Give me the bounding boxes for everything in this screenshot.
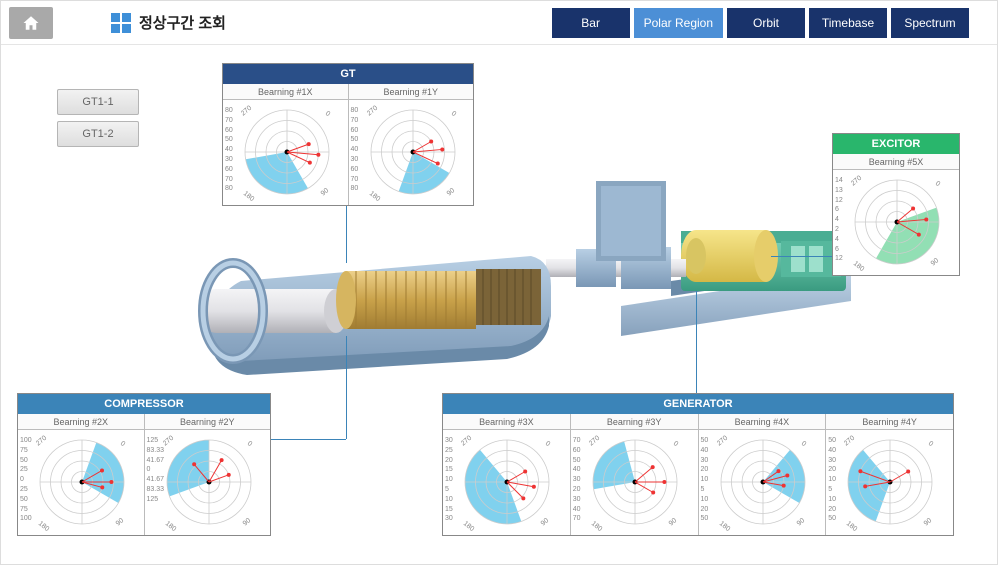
svg-text:270: 270 [461, 435, 473, 448]
svg-text:270: 270 [36, 435, 48, 448]
page-title: 정상구간 조회 [139, 12, 226, 33]
svg-text:90: 90 [320, 187, 331, 197]
panel-body: Bearning #2X 1007550250255075100 270 0 9… [18, 414, 270, 535]
panel-title: EXCITOR [833, 134, 959, 154]
svg-text:180: 180 [589, 520, 603, 532]
polar-chart-cell: Bearning #4X 50403020105102050 270 0 90 … [698, 414, 826, 535]
polar-chart-cell: Bearning #5X 1413126424612 270 0 90 180 [833, 154, 959, 275]
tabbar: Bar Polar Region Orbit Timebase Spectrum [552, 8, 969, 38]
polar-chart: 1007550250255075100 270 0 90 180 [18, 430, 144, 535]
svg-text:0: 0 [544, 440, 552, 448]
chart-label: Bearning #2X [18, 414, 144, 430]
svg-text:90: 90 [668, 517, 679, 527]
polar-chart: 807060504030607080 270 0 90 180 [223, 100, 348, 205]
polar-chart-cell: Bearning #3Y 706050403020304070 270 0 90… [570, 414, 698, 535]
svg-text:180: 180 [462, 520, 476, 532]
svg-text:270: 270 [589, 435, 601, 448]
polar-chart-cell: Bearning #1Y 807060504030607080 270 0 90… [348, 84, 474, 205]
axis-labels: 706050403020304070 [573, 436, 581, 524]
svg-text:90: 90 [241, 517, 252, 527]
svg-text:0: 0 [934, 180, 942, 188]
chart-label: Bearning #1X [223, 84, 348, 100]
svg-text:0: 0 [927, 440, 935, 448]
panel-title: GT [223, 64, 473, 84]
polar-chart: 706050403020304070 270 0 90 180 [571, 430, 698, 535]
axis-labels: 30252015105101530 [445, 436, 453, 524]
polar-chart-cell: Bearning #4Y 50403020105102050 270 0 90 … [825, 414, 953, 535]
grid-icon [111, 13, 131, 33]
home-icon [21, 14, 41, 32]
unit-button-gt1-1[interactable]: GT1-1 [57, 89, 139, 115]
chart-label: Bearning #4X [699, 414, 826, 430]
panel-compressor: COMPRESSOR Bearning #2X 1007550250255075… [17, 393, 271, 536]
panel-excitor: EXCITOR Bearning #5X 1413126424612 270 0… [832, 133, 960, 276]
svg-text:180: 180 [852, 260, 866, 272]
panel-body: Bearning #3X 30252015105101530 270 0 90 … [443, 414, 953, 535]
tab-orbit[interactable]: Orbit [727, 8, 805, 38]
unit-button-gt1-2[interactable]: GT1-2 [57, 121, 139, 147]
panel-body: Bearning #1X 807060504030607080 270 0 90… [223, 84, 473, 205]
axis-labels: 50403020105102050 [828, 436, 836, 524]
svg-text:270: 270 [241, 105, 253, 118]
svg-text:180: 180 [845, 520, 859, 532]
tab-bar[interactable]: Bar [552, 8, 630, 38]
tab-spectrum[interactable]: Spectrum [891, 8, 969, 38]
svg-text:180: 180 [367, 190, 381, 202]
chart-label: Bearning #4Y [826, 414, 953, 430]
panel-generator: GENERATOR Bearning #3X 30252015105101530… [442, 393, 954, 536]
svg-text:90: 90 [445, 187, 456, 197]
chart-label: Bearning #1Y [349, 84, 474, 100]
chart-label: Bearning #3Y [571, 414, 698, 430]
tab-polar-region[interactable]: Polar Region [634, 8, 723, 38]
chart-label: Bearning #3X [443, 414, 570, 430]
title-wrap: 정상구간 조회 [111, 12, 226, 33]
svg-text:0: 0 [245, 440, 253, 448]
svg-text:180: 180 [163, 520, 177, 532]
polar-chart-cell: Bearning #2Y 12583.3341.67041.6783.33125… [144, 414, 271, 535]
svg-text:0: 0 [449, 110, 457, 118]
polar-chart: 1413126424612 270 0 90 180 [833, 170, 959, 275]
axis-labels: 1413126424612 [835, 176, 843, 264]
chart-label: Bearning #5X [833, 154, 959, 170]
panel-title: COMPRESSOR [18, 394, 270, 414]
svg-text:270: 270 [851, 175, 863, 188]
polar-chart-cell: Bearning #2X 1007550250255075100 270 0 9… [18, 414, 144, 535]
svg-text:90: 90 [923, 517, 934, 527]
polar-chart-cell: Bearning #1X 807060504030607080 270 0 90… [223, 84, 348, 205]
svg-text:270: 270 [367, 105, 379, 118]
svg-text:180: 180 [242, 190, 256, 202]
chart-label: Bearning #2Y [145, 414, 271, 430]
svg-text:180: 180 [37, 520, 51, 532]
polar-chart: 807060504030607080 270 0 90 180 [349, 100, 474, 205]
axis-labels: 807060504030607080 [225, 106, 233, 194]
polar-chart: 30252015105101530 270 0 90 180 [443, 430, 570, 535]
svg-text:90: 90 [795, 517, 806, 527]
axis-labels: 50403020105102050 [701, 436, 709, 524]
home-button[interactable] [9, 7, 53, 39]
polar-chart: 50403020105102050 270 0 90 180 [826, 430, 953, 535]
svg-text:270: 270 [844, 435, 856, 448]
axis-labels: 807060504030607080 [351, 106, 359, 194]
polar-chart: 12583.3341.67041.6783.33125 270 0 90 180 [145, 430, 271, 535]
header: 정상구간 조회 Bar Polar Region Orbit Timebase … [1, 1, 997, 45]
axis-labels: 1007550250255075100 [20, 436, 32, 524]
svg-text:0: 0 [799, 440, 807, 448]
svg-text:0: 0 [324, 110, 332, 118]
svg-text:90: 90 [930, 257, 941, 267]
svg-text:0: 0 [119, 440, 127, 448]
panel-gt: GT Bearning #1X 807060504030607080 270 0… [222, 63, 474, 206]
polar-chart-cell: Bearning #3X 30252015105101530 270 0 90 … [443, 414, 570, 535]
panel-body: Bearning #5X 1413126424612 270 0 90 180 [833, 154, 959, 275]
polar-chart: 50403020105102050 270 0 90 180 [699, 430, 826, 535]
svg-text:0: 0 [671, 440, 679, 448]
svg-text:90: 90 [115, 517, 126, 527]
svg-text:270: 270 [163, 435, 175, 448]
axis-labels: 12583.3341.67041.6783.33125 [147, 436, 165, 505]
svg-text:180: 180 [717, 520, 731, 532]
panel-title: GENERATOR [443, 394, 953, 414]
svg-text:90: 90 [540, 517, 551, 527]
svg-text:270: 270 [717, 435, 729, 448]
tab-timebase[interactable]: Timebase [809, 8, 887, 38]
